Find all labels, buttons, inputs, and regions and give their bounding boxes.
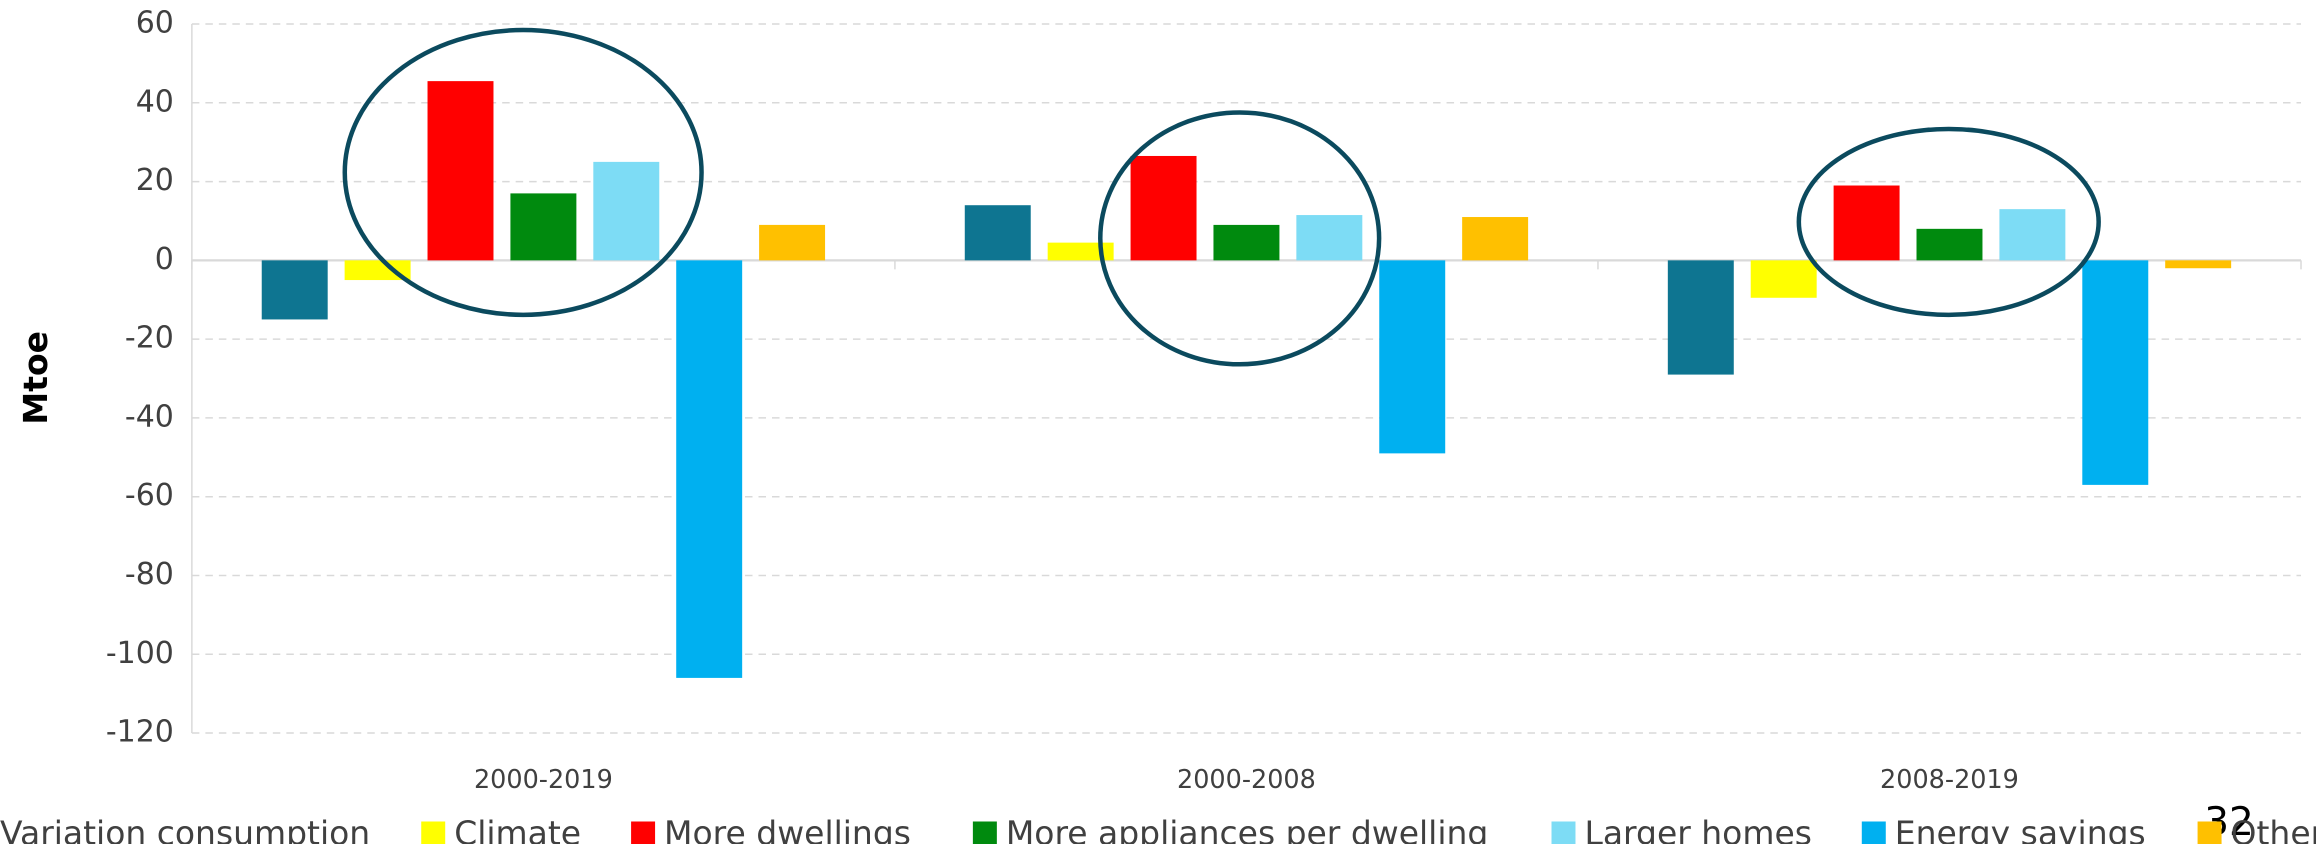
- legend-label: Larger homes: [1584, 813, 1811, 844]
- bar: [1296, 215, 1363, 261]
- x-tick-label: 2000-2019: [474, 765, 613, 795]
- bar: [1462, 217, 1529, 261]
- y-tick-label: -20: [125, 321, 174, 356]
- bar: [676, 260, 743, 678]
- bar: [1130, 155, 1197, 261]
- legend-swatch: [2197, 821, 2222, 844]
- legend-label: Climate: [454, 813, 581, 844]
- bar: [427, 81, 494, 261]
- legend-swatch: [1861, 821, 1886, 844]
- y-tick-label: -60: [125, 478, 174, 513]
- legend-swatch: [972, 821, 997, 844]
- y-tick-label: 60: [136, 6, 174, 41]
- annotations: [342, 27, 2101, 367]
- bar: [1750, 260, 1817, 298]
- y-tick-label: 0: [155, 242, 174, 277]
- bar: [510, 193, 577, 261]
- y-tick-label: -120: [106, 715, 174, 750]
- y-axis-label: Mtoe: [16, 331, 55, 425]
- bar: [2165, 260, 2232, 269]
- y-tick-label: 20: [136, 163, 174, 198]
- bar: [1379, 260, 1446, 454]
- legend-swatch: [1551, 821, 1576, 844]
- bar: [261, 260, 328, 320]
- x-tick-label: 2000-2008: [1177, 765, 1316, 795]
- legend-label: More appliances per dwelling: [1006, 813, 1488, 844]
- bar: [964, 205, 1031, 261]
- y-tick-label: 40: [136, 84, 174, 119]
- plot: -120 -100 -80 -60 -40 -20 0 20 40 60 2000-2019 2000…: [0, 6, 2316, 844]
- highlight-ellipse: [1796, 126, 2101, 318]
- x-tick-label: 2008-2019: [1880, 765, 2019, 795]
- bar: [2082, 260, 2149, 485]
- y-tick-label: -100: [106, 636, 174, 671]
- bar: [759, 224, 826, 261]
- legend-label: Variation consumption: [0, 813, 370, 844]
- legend-swatch: [631, 821, 656, 844]
- legend-label: More dwellings: [664, 813, 911, 844]
- bar: [593, 161, 660, 261]
- highlight-ellipse: [342, 27, 704, 318]
- legend-label: Other: [2231, 813, 2316, 844]
- bar: [344, 260, 411, 281]
- bar: [1667, 260, 1734, 375]
- legend-label: Energy savings: [1895, 813, 2146, 844]
- bar: [1833, 185, 1900, 261]
- bar: [1916, 228, 1983, 261]
- legend-swatch: [421, 821, 446, 844]
- bar: [1047, 242, 1114, 261]
- y-tick-label: -80: [125, 557, 174, 592]
- bar: [1999, 209, 2066, 261]
- y-tick-label: -40: [125, 399, 174, 434]
- highlight-ellipse: [1098, 110, 1382, 367]
- bar: [1213, 224, 1280, 261]
